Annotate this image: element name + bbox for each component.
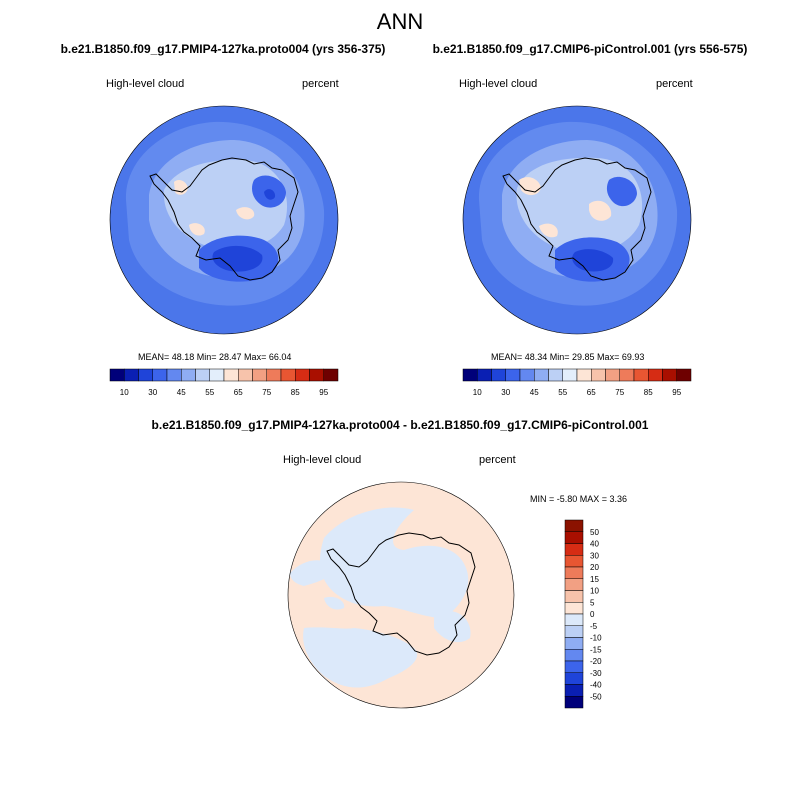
diff-colorbar-swatch [564, 672, 584, 685]
diff-colorbar-tick-label: -30 [590, 669, 602, 678]
panel1-colorbar: 10 30 45 55 65 75 85 95 [109, 368, 339, 397]
diff-colorbar-tick-label: 5 [590, 598, 595, 607]
diff-colorbar-tick-label: 30 [590, 551, 599, 560]
colorbar-swatch [152, 368, 168, 382]
colorbar-swatch [166, 368, 182, 382]
colorbar-swatch [138, 368, 153, 382]
colorbar-swatch [209, 368, 225, 382]
diff-colorbar-swatch [564, 519, 584, 532]
colorbar-swatch [605, 368, 620, 382]
panel2-unit-label: percent [656, 78, 693, 90]
diff-colorbar-tick-label: 40 [590, 540, 599, 549]
colorbar-swatch [223, 368, 239, 382]
diff-colorbar-swatch [564, 543, 584, 556]
diff-colorbar-tick-label: -15 [590, 645, 602, 654]
colorbar-tick-label: 95 [319, 388, 328, 397]
colorbar-swatch [519, 368, 535, 382]
colorbar-swatch [280, 368, 296, 382]
diff-colorbar-tick-label: -5 [590, 622, 598, 631]
diff-colorbar-tick-label: 20 [590, 563, 599, 572]
diff-colorbar-swatch [564, 649, 584, 662]
colorbar-swatch [591, 368, 606, 382]
diff-colorbar-tick-label: -40 [590, 681, 602, 690]
colorbar-swatch [491, 368, 506, 382]
diff-colorbar-swatch [564, 660, 584, 673]
figure-title: ANN [376, 9, 424, 34]
diff-colorbar-swatch [564, 602, 584, 615]
diff-colorbar-swatch [564, 555, 584, 568]
panel1-field-label: High-level cloud [106, 78, 185, 90]
diff-unit-label: percent [479, 454, 516, 466]
colorbar-tick-label: 10 [120, 388, 129, 397]
colorbar-swatch [619, 368, 635, 382]
diff-colorbar-swatch [564, 637, 584, 650]
panel2-polar-map [462, 105, 692, 335]
colorbar-swatch [576, 368, 592, 382]
diff-field-label: High-level cloud [283, 454, 362, 466]
colorbar-swatch [662, 368, 677, 382]
colorbar-tick-label: 65 [234, 388, 243, 397]
colorbar-swatch [323, 368, 339, 382]
panel1-case-title: b.e21.B1850.f09_g17.PMIP4-127ka.proto004… [60, 42, 386, 56]
colorbar-swatch [534, 368, 549, 382]
panel1-polar-map [109, 105, 339, 335]
colorbar-swatch [676, 368, 692, 382]
colorbar-swatch [648, 368, 663, 382]
colorbar-tick-label: 75 [262, 388, 271, 397]
colorbar-swatch [252, 368, 267, 382]
colorbar-swatch [562, 368, 578, 382]
diff-colorbar-swatch [564, 696, 584, 709]
diff-colorbar-swatch [564, 578, 584, 591]
colorbar-tick-label: 45 [177, 388, 186, 397]
colorbar-swatch [309, 368, 324, 382]
diff-colorbar-swatch [564, 590, 584, 603]
diff-colorbar-swatch [564, 613, 584, 626]
colorbar-tick-label: 85 [291, 388, 300, 397]
colorbar-swatch [124, 368, 139, 382]
diff-case-title: b.e21.B1850.f09_g17.PMIP4-127ka.proto004… [151, 418, 649, 432]
colorbar-swatch [195, 368, 210, 382]
colorbar-tick-label: 75 [615, 388, 624, 397]
colorbar-tick-label: 30 [501, 388, 510, 397]
colorbar-tick-label: 65 [587, 388, 596, 397]
diff-colorbar-tick-label: -20 [590, 657, 602, 666]
colorbar-tick-label: 95 [672, 388, 681, 397]
colorbar-tick-label: 85 [644, 388, 653, 397]
diff-colorbar-swatch [564, 684, 584, 697]
colorbar-tick-label: 10 [473, 388, 482, 397]
colorbar-tick-label: 30 [148, 388, 157, 397]
diff-stats: MIN = -5.80 MAX = 3.36 [530, 494, 628, 504]
diff-colorbar-swatch [564, 531, 584, 544]
diff-colorbar-tick-label: 0 [590, 610, 595, 619]
colorbar-swatch [505, 368, 521, 382]
diff-colorbar-tick-label: -50 [590, 692, 602, 701]
colorbar-swatch [477, 368, 492, 382]
diff-colorbar-tick-label: 10 [590, 587, 599, 596]
panel2-field-label: High-level cloud [459, 78, 538, 90]
panel2-case-title: b.e21.B1850.f09_g17.CMIP6-piControl.001 … [432, 42, 748, 56]
panel2-colorbar: 10 30 45 55 65 75 85 95 [462, 368, 692, 397]
diff-colorbar-swatch [564, 566, 584, 579]
panel1-unit-label: percent [302, 78, 339, 90]
diff-polar-map [287, 481, 515, 709]
colorbar-tick-label: 55 [558, 388, 567, 397]
colorbar-swatch [266, 368, 282, 382]
colorbar-swatch [462, 368, 478, 382]
diff-colorbar-tick-label: -10 [590, 634, 602, 643]
colorbar-tick-label: 45 [530, 388, 539, 397]
diff-colorbar-tick-label: 50 [590, 528, 599, 537]
panel2-stats: MEAN= 48.34 Min= 29.85 Max= 69.93 [491, 352, 645, 362]
colorbar-swatch [181, 368, 196, 382]
colorbar-swatch [548, 368, 563, 382]
colorbar-swatch [238, 368, 253, 382]
diff-colorbar-swatch [564, 625, 584, 638]
colorbar-swatch [109, 368, 125, 382]
panel1-stats: MEAN= 48.18 Min= 28.47 Max= 66.04 [138, 352, 292, 362]
colorbar-swatch [295, 368, 310, 382]
colorbar-swatch [633, 368, 649, 382]
colorbar-tick-label: 55 [205, 388, 214, 397]
diff-colorbar-tick-label: 15 [590, 575, 599, 584]
